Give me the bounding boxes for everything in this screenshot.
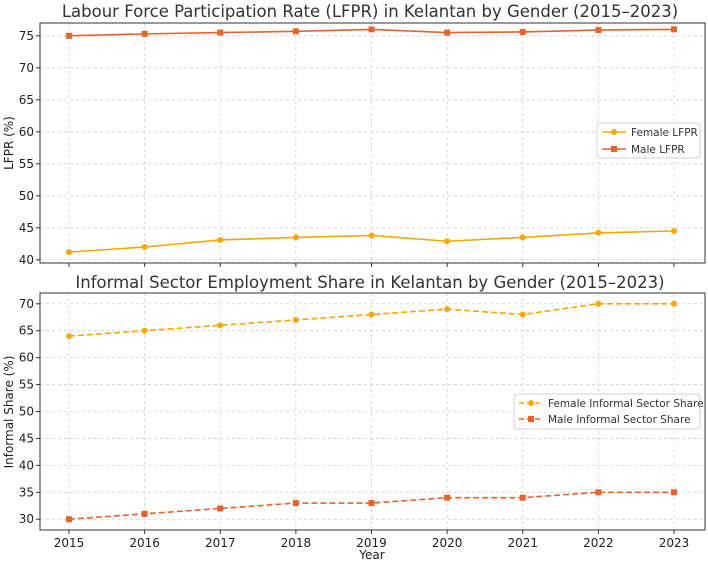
lfpr-chart-title: Labour Force Participation Rate (LFPR) i…: [62, 2, 678, 21]
informal-legend-male-marker: [528, 416, 534, 422]
informal-female-informal-sector-share-point: [217, 322, 224, 329]
informal-female-informal-sector-share-point: [671, 300, 677, 307]
informal-y-axis-label: Informal Share (%): [2, 356, 16, 469]
informal-legend-female-label: Female Informal Sector Share: [548, 398, 704, 410]
lfpr-female-lfpr-point: [217, 236, 224, 243]
informal-x-tick-label: 2018: [281, 536, 312, 550]
informal-male-informal-sector-share-point: [519, 494, 526, 501]
lfpr-male-lfpr-point: [368, 26, 375, 33]
lfpr-male-lfpr-point: [444, 29, 451, 36]
lfpr-male-lfpr-point: [217, 29, 224, 36]
informal-x-tick-label: 2021: [507, 536, 538, 550]
lfpr-y-tick-label: 75: [19, 29, 34, 43]
informal-x-axis-label: Year: [358, 548, 384, 562]
informal-x-tick-label: 2017: [205, 536, 236, 550]
lfpr-legend-male-marker: [611, 146, 617, 152]
lfpr-male-lfpr-point: [141, 30, 148, 37]
informal-panel: Informal Sector Employment Share in Kela…: [2, 273, 706, 562]
informal-male-informal-sector-share-point: [141, 510, 148, 517]
informal-y-tick-label: 70: [19, 297, 34, 311]
informal-female-informal-sector-share-point: [141, 327, 148, 334]
informal-x-tick-label: 2022: [583, 536, 614, 550]
informal-legend: Female Informal Sector Share Male Inform…: [513, 393, 704, 430]
lfpr-female-lfpr-point: [292, 234, 299, 241]
lfpr-plot-frame: [39, 22, 706, 264]
informal-female-informal-sector-share-point: [444, 306, 451, 313]
informal-female-informal-sector-share-point: [595, 300, 602, 307]
informal-y-tick-label: 50: [19, 405, 34, 419]
lfpr-y-tick-label: 40: [19, 253, 34, 267]
informal-y-tick-label: 55: [19, 378, 34, 392]
informal-male-informal-sector-share-point: [292, 500, 299, 507]
informal-x-axis-ticks: 2015 2016 2017 2018 2019 2020 2021 2022 2023: [54, 530, 690, 550]
lfpr-male-lfpr-point: [66, 32, 72, 39]
lfpr-female-lfpr-point: [368, 232, 375, 239]
lfpr-male-lfpr-point: [671, 26, 677, 33]
lfpr-legend: Female LFPR Male LFPR: [596, 122, 701, 159]
lfpr-male-lfpr-point: [292, 28, 299, 35]
lfpr-legend-male-label: Male LFPR: [631, 144, 685, 156]
informal-male-informal-sector-share-point: [444, 494, 451, 501]
lfpr-y-tick-label: 55: [19, 157, 34, 171]
lfpr-legend-female-marker: [611, 129, 617, 135]
lfpr-female-lfpr-point: [595, 229, 602, 236]
informal-x-tick-label: 2023: [659, 536, 690, 550]
informal-female-informal-sector-share-point: [368, 311, 375, 318]
lfpr-panel: Labour Force Participation Rate (LFPR) i…: [2, 2, 706, 267]
informal-legend-male-label: Male Informal Sector Share: [548, 414, 691, 426]
lfpr-female-lfpr-point: [671, 228, 677, 234]
lfpr-series-group: [66, 26, 677, 256]
lfpr-female-lfpr-point: [141, 244, 148, 250]
informal-male-informal-sector-share-point: [595, 489, 602, 496]
lfpr-y-tick-label: 70: [19, 61, 34, 75]
lfpr-female-lfpr-point: [444, 238, 451, 245]
lfpr-legend-female-label: Female LFPR: [631, 127, 698, 139]
lfpr-female-lfpr-point: [66, 249, 72, 256]
informal-x-tick-label: 2019: [356, 536, 387, 550]
lfpr-male-lfpr-point: [519, 28, 526, 35]
informal-male-informal-sector-share-line: [68, 491, 674, 521]
informal-chart-title: Informal Sector Employment Share in Kela…: [75, 273, 664, 292]
informal-x-tick-label: 2016: [129, 536, 160, 550]
lfpr-y-axis-label: LFPR (%): [2, 116, 16, 170]
informal-y-tick-label: 65: [19, 324, 34, 338]
informal-y-axis-ticks: 30 35 40 45 50 55 60 65 70: [19, 297, 40, 526]
informal-y-tick-label: 30: [19, 512, 34, 526]
informal-female-informal-sector-share-line: [68, 302, 674, 337]
informal-male-informal-sector-share-point: [671, 489, 677, 496]
lfpr-y-tick-label: 45: [19, 221, 34, 235]
informal-male-informal-sector-share-point: [368, 500, 375, 507]
lfpr-male-lfpr-point: [595, 27, 602, 34]
lfpr-y-tick-label: 60: [19, 125, 34, 139]
informal-legend-female-marker: [528, 400, 534, 406]
informal-female-informal-sector-share-point: [519, 311, 526, 318]
informal-y-tick-label: 40: [19, 458, 34, 472]
lfpr-x-axis-ticks: [68, 263, 675, 267]
informal-male-informal-sector-share-point: [217, 505, 224, 512]
informal-y-tick-label: 45: [19, 431, 34, 445]
informal-x-tick-label: 2020: [432, 536, 463, 550]
informal-female-informal-sector-share-point: [292, 316, 299, 323]
informal-female-informal-sector-share-point: [66, 333, 72, 340]
informal-legend-box: [513, 393, 701, 430]
lfpr-y-tick-label: 50: [19, 189, 34, 203]
informal-male-informal-sector-share-point: [66, 516, 72, 523]
lfpr-y-tick-label: 65: [19, 93, 34, 107]
lfpr-y-axis-ticks: 40 45 50 55 60 65 70 75: [19, 29, 40, 267]
informal-y-tick-label: 60: [19, 351, 34, 365]
informal-y-tick-label: 35: [19, 485, 34, 499]
lfpr-female-lfpr-point: [519, 234, 526, 241]
informal-series-group: [66, 300, 677, 523]
informal-x-tick-label: 2015: [54, 536, 85, 550]
